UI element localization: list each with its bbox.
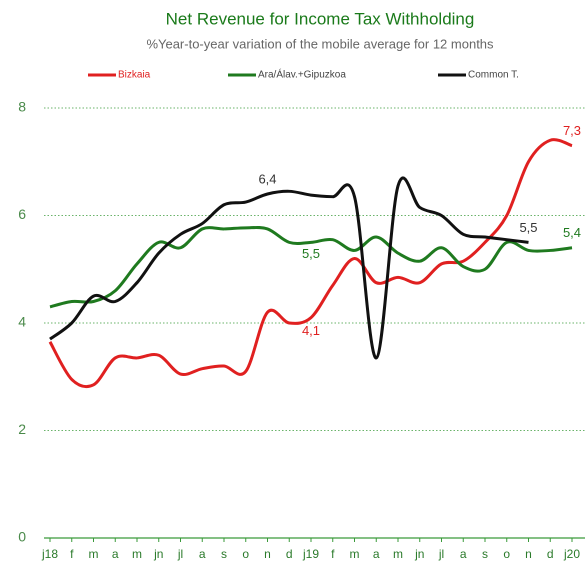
data-label: 6,4 — [258, 171, 276, 186]
data-label: 5,4 — [563, 225, 581, 240]
legend-label: Common T. — [468, 70, 519, 81]
x-tick-label: s — [221, 547, 227, 561]
y-tick-label: 8 — [18, 99, 26, 115]
x-tick-label: n — [264, 547, 271, 561]
y-tick-label: 2 — [18, 421, 26, 437]
x-tick-label: m — [350, 547, 360, 561]
y-tick-label: 0 — [18, 529, 26, 545]
x-tick-label: d — [286, 547, 293, 561]
x-tick-label: o — [503, 547, 510, 561]
x-tick-label: m — [393, 547, 403, 561]
series-line — [49, 176, 529, 360]
x-tick-label: a — [112, 547, 119, 561]
data-label: 4,1 — [302, 323, 320, 338]
x-tick-label: s — [482, 547, 488, 561]
x-tick-label: jl — [177, 547, 183, 561]
y-tick-label: 4 — [18, 314, 26, 330]
x-tick-label: m — [89, 547, 99, 561]
legend-label: Ara/Álav.+Gipuzkoa — [258, 68, 346, 81]
x-tick-label: m — [132, 547, 142, 561]
series-line — [49, 225, 573, 309]
x-tick-label: o — [242, 547, 249, 561]
x-tick-label: j19 — [302, 547, 319, 561]
x-tick-label: jl — [438, 547, 444, 561]
chart-title: Net Revenue for Income Tax Withholding — [166, 9, 475, 28]
x-tick-label: a — [373, 547, 380, 561]
x-tick-label: a — [460, 547, 467, 561]
y-tick-label: 6 — [18, 206, 26, 222]
x-tick-label: jn — [153, 547, 163, 561]
x-tick-label: a — [199, 547, 206, 561]
x-tick-label: j20 — [563, 547, 580, 561]
legend-label: Bizkaia — [118, 70, 151, 81]
data-label: 5,5 — [519, 220, 537, 235]
data-label: 5,5 — [302, 246, 320, 261]
x-tick-label: f — [70, 547, 74, 561]
x-tick-label: d — [547, 547, 554, 561]
chart-subtitle: %Year-to-year variation of the mobile av… — [146, 36, 494, 51]
x-tick-label: jn — [414, 547, 424, 561]
data-label: 7,3 — [563, 123, 581, 138]
series-line — [48, 138, 573, 389]
x-tick-label: j18 — [41, 547, 58, 561]
x-tick-label: f — [331, 547, 335, 561]
x-tick-label: n — [525, 547, 532, 561]
